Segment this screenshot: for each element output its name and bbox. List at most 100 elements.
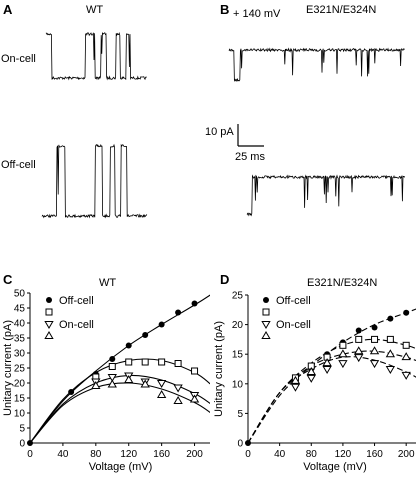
data-point	[402, 341, 410, 349]
data-point	[306, 366, 316, 375]
data-point	[369, 346, 380, 355]
x-tick-label: 40	[274, 449, 286, 460]
legend-marker	[261, 331, 271, 339]
trace-mutant-bottom	[246, 174, 406, 217]
legend-marker	[263, 297, 269, 303]
y-tick-label: 10	[14, 409, 26, 420]
x-tick-label: 120	[335, 449, 352, 460]
y-tick-label: 50	[14, 289, 26, 300]
y-tick-label: 5	[237, 409, 243, 420]
data-point	[140, 379, 150, 388]
data-point	[354, 346, 364, 355]
legend-marker	[45, 308, 53, 316]
x-tick-label: 200	[398, 449, 415, 460]
legend-marker	[262, 308, 270, 316]
data-point	[156, 380, 167, 388]
y-tick-label: 25	[232, 291, 244, 302]
data-point	[141, 358, 149, 366]
data-point	[142, 332, 149, 338]
fit-curve	[29, 294, 210, 444]
data-point	[108, 363, 116, 370]
data-point	[355, 327, 362, 334]
legend-marker	[261, 321, 271, 329]
panel-a-title: WT	[86, 4, 104, 16]
data-point	[109, 356, 116, 362]
legend-label: On-cell	[276, 319, 311, 331]
legend-label: On-cell	[59, 319, 94, 331]
panel-d-letter: D	[220, 272, 230, 287]
x-tick-label: 0	[245, 449, 251, 460]
panel-c-title: WT	[99, 277, 117, 289]
y-tick-label: 0	[237, 439, 243, 450]
data-point	[189, 394, 200, 403]
data-point	[173, 396, 183, 404]
x-tick-label: 200	[186, 449, 203, 460]
x-tick-label: 80	[90, 449, 102, 460]
trace-mutant-top	[228, 47, 405, 83]
x-tick-label: 120	[120, 449, 137, 460]
y-tick-label: 15	[232, 350, 244, 361]
data-point	[369, 360, 380, 369]
data-point	[403, 309, 410, 316]
data-point	[401, 352, 411, 361]
data-point	[322, 366, 332, 374]
data-point	[371, 335, 379, 343]
data-point	[125, 342, 132, 349]
data-point	[355, 335, 363, 343]
data-point	[401, 371, 411, 380]
data-point	[387, 315, 394, 322]
x-axis-label: Voltage (mV)	[89, 461, 153, 473]
data-point	[191, 300, 198, 307]
legend-marker	[44, 321, 54, 329]
data-point	[306, 374, 316, 383]
x-tick-label: 40	[57, 449, 69, 460]
data-point	[107, 379, 117, 388]
data-point	[173, 384, 183, 393]
data-point	[125, 358, 133, 366]
y-tick-label: 20	[14, 379, 26, 390]
x-tick-label: 80	[306, 449, 318, 460]
data-point	[290, 383, 301, 392]
x-axis-label: Voltage (mV)	[303, 461, 367, 473]
legend-marker	[44, 331, 54, 339]
chart-c: 0 5 10 15 20 25 30 35 40 45 50 0 40 80 120 160 200 Voltag…	[2, 289, 210, 473]
scale-bar-current-label: 10 pA	[205, 126, 234, 138]
y-tick-label: 25	[14, 364, 26, 375]
panel-a-offcell-label: Off-cell	[1, 159, 36, 171]
scale-bar	[237, 124, 264, 147]
trace-wt-offcell	[41, 143, 148, 219]
data-point	[175, 309, 182, 316]
data-point	[339, 341, 347, 349]
data-point	[245, 440, 251, 446]
data-point	[385, 366, 396, 374]
y-tick-label: 30	[14, 349, 26, 360]
data-point	[290, 375, 301, 384]
panel-b-title: E321N/E324N	[306, 4, 377, 16]
data-point	[91, 381, 101, 389]
panel-b-voltage: + 140 mV	[233, 8, 281, 20]
data-point	[322, 358, 332, 367]
data-point	[68, 389, 75, 395]
x-tick-label: 0	[27, 449, 33, 460]
y-tick-label: 20	[232, 320, 244, 331]
data-point	[158, 358, 166, 366]
data-point	[385, 349, 396, 358]
panel-a-letter: A	[3, 2, 13, 17]
data-point	[338, 349, 348, 358]
data-point	[158, 321, 165, 328]
y-tick-label: 45	[14, 304, 26, 315]
panel-a-oncell-label: On-cell	[1, 53, 36, 65]
y-tick-label: 0	[19, 439, 25, 450]
legend-label: Off-cell	[59, 295, 94, 307]
y-tick-label: 10	[232, 379, 244, 390]
y-tick-label: 5	[19, 424, 25, 435]
data-point	[107, 374, 117, 382]
data-point	[354, 354, 364, 363]
panel-b-letter: B	[220, 2, 230, 17]
x-tick-label: 160	[366, 449, 383, 460]
fit-curve	[247, 308, 416, 444]
single-channel-traces	[41, 31, 406, 219]
chart-d: 0 5 10 15 20 25 0 40 80 120 160 200 Voltage (mV) Unit…	[213, 291, 416, 473]
y-axis-label: Unitary current (pA)	[2, 320, 14, 416]
data-point	[174, 360, 182, 367]
